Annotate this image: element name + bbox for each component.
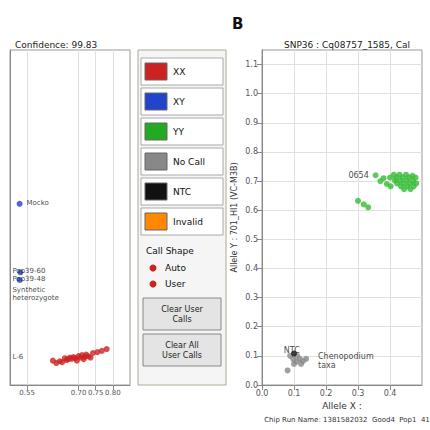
svg-text:0.1: 0.1 xyxy=(288,389,301,398)
svg-text:0654: 0654 xyxy=(348,171,368,180)
svg-text:0.0: 0.0 xyxy=(245,380,258,390)
svg-text:0.4: 0.4 xyxy=(245,264,258,273)
svg-text:0.70: 0.70 xyxy=(71,389,87,397)
svg-text:Allele X :: Allele X : xyxy=(322,401,362,411)
svg-text:NTC: NTC xyxy=(173,187,191,197)
svg-text:XY: XY xyxy=(173,97,185,107)
svg-text:No Call: No Call xyxy=(173,157,205,167)
svg-text:0.1: 0.1 xyxy=(245,351,258,360)
svg-text:0.9: 0.9 xyxy=(245,118,258,127)
svg-text:0.2: 0.2 xyxy=(245,322,258,331)
svg-text:Clear User: Clear User xyxy=(161,305,203,314)
svg-text:Auto: Auto xyxy=(165,263,186,273)
svg-text:0.7: 0.7 xyxy=(245,177,258,186)
svg-text:Allele Y : 701_HI1 (VC-M3B): Allele Y : 701_HI1 (VC-M3B) xyxy=(230,162,239,272)
svg-text:0.55: 0.55 xyxy=(19,389,35,397)
svg-text:Mocko: Mocko xyxy=(26,199,48,207)
svg-text:Calls: Calls xyxy=(172,315,191,324)
svg-text:Chip Run Name: 1381582032 Goo: Chip Run Name: 1381582032 Good4 Pop1 41 xyxy=(264,416,430,424)
svg-text:Pop39-60: Pop39-60 xyxy=(12,267,45,275)
svg-text:Call Shape: Call Shape xyxy=(146,246,194,256)
svg-text:Invalid: Invalid xyxy=(173,217,203,227)
svg-text:0.75: 0.75 xyxy=(88,389,104,397)
svg-text:0.3: 0.3 xyxy=(245,293,258,302)
svg-text:L-6: L-6 xyxy=(12,353,23,361)
svg-text:0.4: 0.4 xyxy=(384,389,397,398)
svg-text:NTC: NTC xyxy=(284,346,300,355)
svg-text:0.2: 0.2 xyxy=(320,389,333,398)
svg-text:0.0: 0.0 xyxy=(256,389,269,398)
svg-text:Chenopodium: Chenopodium xyxy=(318,352,374,361)
svg-text:XX: XX xyxy=(173,67,185,77)
svg-text:heterozygote: heterozygote xyxy=(12,294,58,302)
svg-text:Synthetic: Synthetic xyxy=(12,286,45,294)
svg-text:0.6: 0.6 xyxy=(245,206,258,215)
svg-text:0.3: 0.3 xyxy=(352,389,365,398)
svg-text:YY: YY xyxy=(172,127,184,137)
svg-text:0.5: 0.5 xyxy=(245,235,258,244)
svg-text:Clear All: Clear All xyxy=(165,341,198,350)
svg-text:taxa: taxa xyxy=(318,361,336,370)
svg-text:User: User xyxy=(165,279,186,289)
svg-text:0.8: 0.8 xyxy=(245,147,258,156)
svg-text:SNP36 : Cq08757_1585, Cal: SNP36 : Cq08757_1585, Cal xyxy=(284,40,410,50)
svg-text:1.1: 1.1 xyxy=(245,60,258,69)
svg-text:Confidence: 99.83: Confidence: 99.83 xyxy=(15,40,97,50)
svg-text:B: B xyxy=(232,15,243,33)
svg-text:Pop39-48: Pop39-48 xyxy=(12,275,45,283)
svg-text:0.80: 0.80 xyxy=(105,389,121,397)
svg-text:User Calls: User Calls xyxy=(162,351,202,360)
svg-text:1.0: 1.0 xyxy=(245,89,258,98)
